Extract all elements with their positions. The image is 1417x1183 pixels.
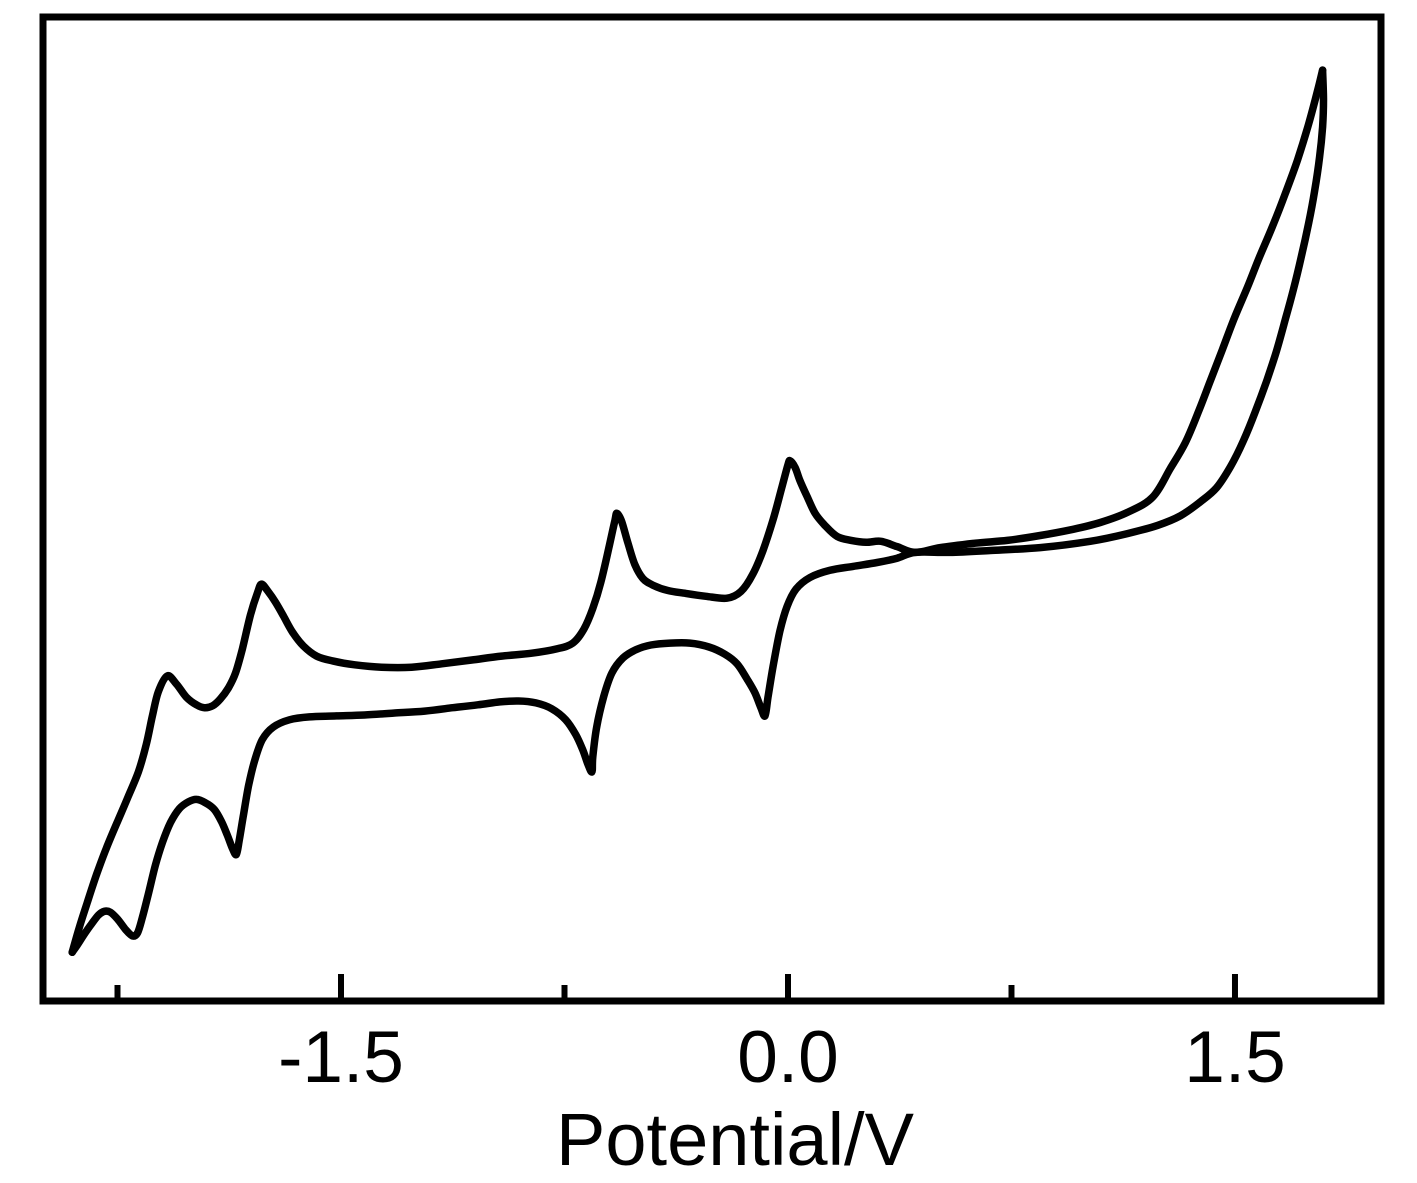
x-tick-label: 0.0 (737, 1017, 838, 1098)
x-axis-ticks (114, 974, 1238, 1001)
cv-curves (68, 66, 1328, 957)
cv-curve-positive-sweep (68, 66, 1327, 957)
x-tick-label: 1.5 (1184, 1017, 1285, 1098)
x-tick-label: -1.5 (278, 1017, 404, 1098)
cv-curve-negative-sweep (68, 66, 1328, 957)
x-axis-tick-labels: -1.5 0.0 1.5 (278, 1017, 1286, 1098)
x-axis-title: Potential/V (556, 1098, 915, 1181)
plot-frame (39, 13, 1385, 1005)
